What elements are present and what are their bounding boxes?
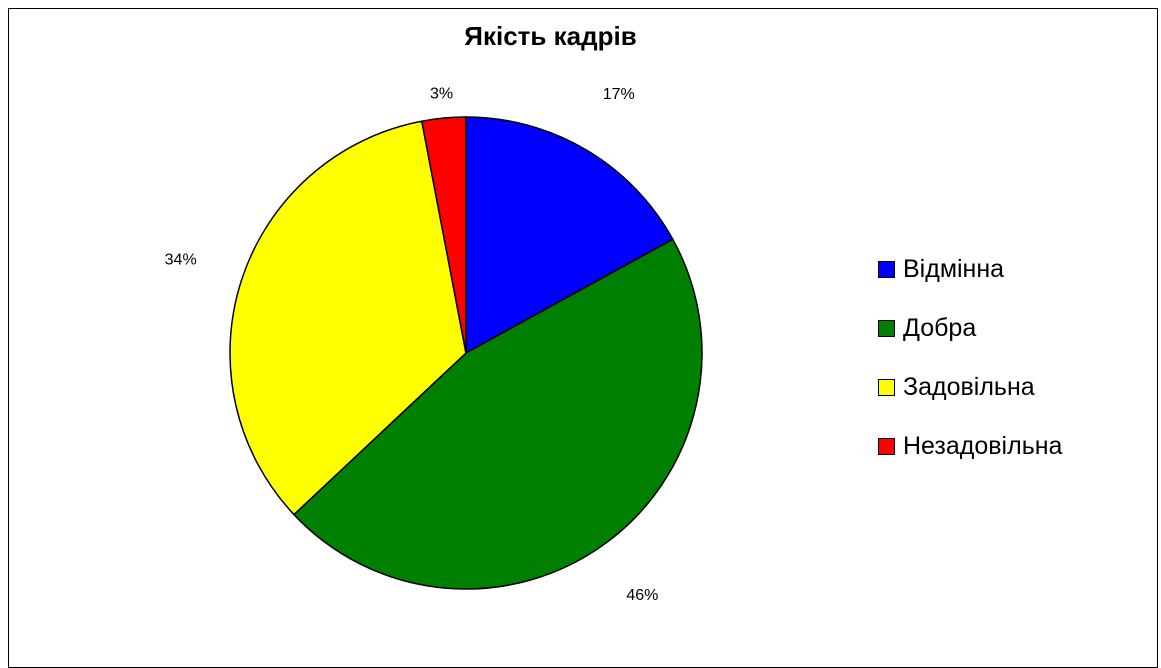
legend-item-zadovilna: Задовільна <box>878 358 1062 417</box>
legend-label: Незадовільна <box>903 432 1063 460</box>
legend-swatch <box>878 438 895 455</box>
data-label-4: 3% <box>430 85 453 102</box>
legend-swatch <box>878 379 895 396</box>
data-label-1: 17% <box>603 86 635 103</box>
legend-label: Відмінна <box>903 255 1005 283</box>
pie-slice-1 <box>465 116 674 355</box>
pie-chart: 17% 46% 34% 3% <box>165 85 703 604</box>
legend: Відмінна Добра Задовільна Незадовільна <box>878 240 1062 476</box>
legend-swatch <box>878 320 895 337</box>
legend-item-nezadovilna: Незадовільна <box>878 417 1062 476</box>
legend-label: Задовільна <box>903 373 1035 401</box>
pie-slice-3 <box>229 120 467 516</box>
legend-label: Добра <box>903 314 977 342</box>
data-label-2: 46% <box>626 587 658 604</box>
legend-item-vidminna: Відмінна <box>878 240 1062 299</box>
chart-title: Якість кадрів <box>464 21 637 51</box>
legend-swatch <box>878 261 895 278</box>
legend-item-dobra: Добра <box>878 299 1062 358</box>
pie-slice-4 <box>420 116 467 354</box>
pie-slice-2 <box>292 238 703 590</box>
data-label-3: 34% <box>165 252 197 269</box>
